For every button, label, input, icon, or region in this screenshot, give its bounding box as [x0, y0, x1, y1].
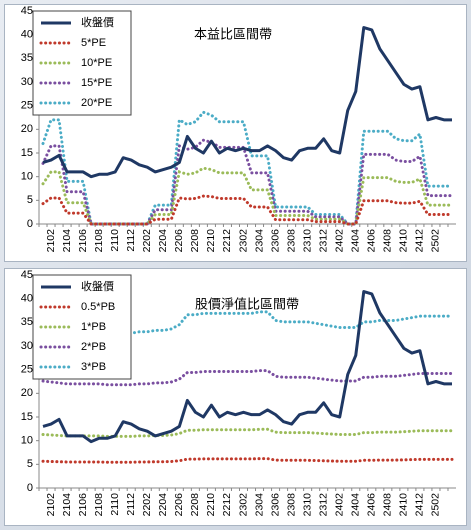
series-line	[41, 138, 454, 226]
x-tick-label: 2104	[61, 229, 73, 253]
x-tick-label: 2304	[253, 493, 265, 517]
x-tick-label: 2110	[109, 493, 121, 516]
y-tick-label: 15	[21, 411, 33, 423]
x-tick-label: 2404	[350, 229, 362, 253]
y-tick-label: 5	[27, 458, 33, 470]
y-tick-label: 45	[21, 5, 33, 17]
y-tick-label: 35	[21, 52, 33, 64]
legend-label: 15*PE	[81, 77, 112, 89]
y-tick-label: 15	[21, 147, 33, 159]
y-tick-label: 20	[21, 387, 33, 399]
x-tick-label: 2406	[366, 229, 378, 253]
x-tick-label: 2502	[430, 493, 442, 517]
x-tick-label: 2212	[221, 229, 233, 253]
x-tick-label: 2210	[205, 229, 217, 253]
x-tick-label: 2404	[350, 493, 362, 517]
x-tick-label: 2108	[93, 493, 105, 517]
x-tick-label: 2402	[334, 229, 346, 253]
x-tick-label: 2202	[141, 229, 153, 253]
y-tick-label: 20	[21, 123, 33, 135]
legend: 收盤價 5*PE 10*PE 15*PE 20*PE	[32, 10, 132, 116]
series-line	[41, 194, 454, 226]
x-tick-label: 2104	[61, 493, 73, 517]
x-tick-label: 2108	[93, 229, 105, 253]
series-line	[41, 427, 454, 438]
x-tick-label: 2310	[301, 493, 313, 517]
x-tick-label: 2312	[317, 229, 329, 253]
chart-title: 本益比區間帶	[194, 26, 272, 41]
x-tick-label: 2212	[221, 493, 233, 517]
series-line	[41, 457, 454, 464]
y-tick-label: 45	[21, 269, 33, 281]
x-tick-label: 2112	[125, 493, 137, 516]
legend-label: 收盤價	[81, 15, 114, 29]
x-tick-label: 2208	[189, 493, 201, 517]
y-tick-label: 30	[21, 340, 33, 352]
y-tick-label: 10	[21, 171, 33, 183]
x-tick-label: 2102	[45, 229, 57, 253]
y-tick-label: 0	[27, 218, 33, 230]
x-tick-label: 2408	[382, 493, 394, 517]
x-tick-label: 2310	[301, 229, 313, 253]
x-tick-label: 2306	[269, 493, 281, 517]
y-tick-label: 30	[21, 76, 33, 88]
x-tick-label: 2106	[77, 493, 89, 517]
x-tick-label: 2410	[398, 229, 410, 253]
legend: 收盤價 0.5*PB 1*PB 2*PB 3*PB	[32, 274, 132, 380]
x-tick-label: 2102	[45, 493, 57, 517]
series-line	[41, 369, 454, 387]
x-tick-label: 2302	[237, 493, 249, 517]
y-tick-label: 5	[27, 194, 33, 206]
x-tick-label: 2308	[285, 493, 297, 517]
x-tick-label: 2308	[285, 229, 297, 253]
legend-label: 收盤價	[81, 279, 114, 293]
legend-label: 2*PB	[81, 341, 106, 353]
y-tick-label: 35	[21, 316, 33, 328]
chart-panel: 0 5 10 15 20 25 30 35 40 45 2102 2104 2106 2108 2110 21…	[4, 268, 467, 526]
x-tick-label: 2410	[398, 493, 410, 517]
x-tick-label: 2204	[157, 493, 169, 517]
y-tick-label: 10	[21, 435, 33, 447]
x-tick-label: 2412	[414, 229, 426, 253]
x-tick-label: 2206	[173, 229, 185, 253]
x-tick-label: 2304	[253, 229, 265, 253]
x-tick-label: 2110	[109, 229, 121, 252]
y-tick-label: 40	[21, 29, 33, 41]
x-tick-label: 2502	[430, 229, 442, 253]
x-tick-label: 2408	[382, 229, 394, 253]
x-tick-label: 2206	[173, 493, 185, 517]
x-tick-label: 2112	[125, 229, 137, 252]
legend-label: 3*PB	[81, 361, 106, 373]
legend-label: 0.5*PB	[81, 301, 115, 313]
x-tick-label: 2402	[334, 493, 346, 517]
legend-label: 20*PE	[81, 97, 112, 109]
legend-label: 1*PB	[81, 321, 106, 333]
legend-label: 5*PE	[81, 37, 106, 49]
y-tick-label: 40	[21, 293, 33, 305]
series-line	[42, 290, 452, 444]
series-line	[41, 110, 454, 226]
y-tick-label: 25	[21, 364, 33, 376]
chart: 0 5 10 15 20 25 30 35 40 45 2102 2104 2106 2108 2110 21…	[21, 5, 456, 253]
chart-panel: 0 5 10 15 20 25 30 35 40 45 2102 2104 2106 2108 2110 21…	[4, 4, 467, 262]
x-tick-label: 2210	[205, 493, 217, 517]
y-tick-label: 0	[27, 482, 33, 494]
x-tick-label: 2208	[189, 229, 201, 253]
chart-title: 股價淨值比區間帶	[195, 296, 299, 311]
x-tick-label: 2312	[317, 493, 329, 517]
x-tick-label: 2412	[414, 493, 426, 517]
chart: 0 5 10 15 20 25 30 35 40 45 2102 2104 2106 2108 2110 21…	[21, 269, 456, 517]
x-tick-label: 2202	[141, 493, 153, 517]
x-tick-label: 2306	[269, 229, 281, 253]
series-line	[41, 166, 454, 226]
x-tick-label: 2204	[157, 229, 169, 253]
y-tick-label: 25	[21, 100, 33, 112]
x-tick-label: 2106	[77, 229, 89, 253]
series-line	[42, 26, 452, 179]
x-tick-label: 2406	[366, 493, 378, 517]
x-tick-label: 2302	[237, 229, 249, 253]
legend-label: 10*PE	[81, 57, 112, 69]
